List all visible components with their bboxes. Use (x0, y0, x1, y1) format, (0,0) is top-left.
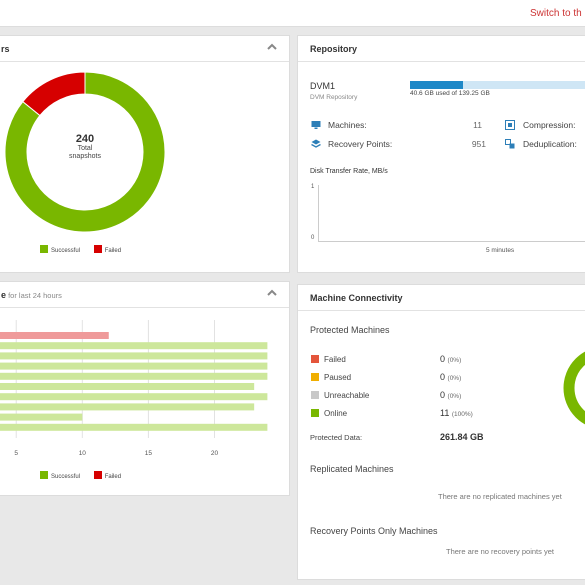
stack-icon (311, 139, 321, 148)
jobs-panel-header: e for last 24 hours (0, 282, 289, 308)
donut-center-label: 240 Total snapshots (55, 133, 115, 161)
legend-label-failed: Failed (104, 474, 122, 480)
deduplication-label: Deduplication: (523, 139, 577, 149)
snapshots-panel: rs 240 Total snapshots Successful Failed (0, 35, 290, 273)
jobs-panel-title: e for last 24 hours (1, 290, 62, 300)
repository-usage-text: 40.6 GB used of 139.25 GB (410, 90, 490, 97)
status-label-online: Online (324, 409, 348, 418)
chevron-up-icon[interactable] (266, 42, 278, 52)
recovery-points-value: 951 (471, 139, 486, 149)
protected-data-label: Protected Data: (310, 433, 363, 442)
repository-usage-fill (410, 81, 464, 89)
monitor-icon (311, 121, 321, 129)
snapshots-panel-title: rs (1, 44, 10, 54)
recovery-only-heading: Recovery Points Only Machines (310, 526, 438, 536)
legend-label-successful: Successful (51, 248, 81, 254)
chevron-up-icon[interactable] (266, 288, 278, 298)
jobs-legend: Successful Failed (40, 471, 121, 480)
jobs-title-rest: for last 24 hours (6, 291, 62, 300)
legend-swatch-successful (40, 245, 48, 253)
protected-data-value: 261.84 GB (440, 432, 484, 442)
x-tick-label: 15 (145, 450, 153, 457)
bar-successful (0, 383, 255, 390)
protected-machines-heading: Protected Machines (310, 325, 390, 335)
transfer-y-axis (318, 185, 319, 242)
bar-successful (0, 342, 268, 350)
x-tick-label: 10 (79, 450, 87, 457)
snapshots-donut-chart (4, 72, 166, 233)
transfer-x-label: 5 minutes (486, 247, 515, 254)
top-bar: Switch to th (0, 0, 585, 27)
connectivity-donut-chart (563, 351, 585, 425)
snapshots-panel-header: rs (0, 36, 289, 62)
replicated-machines-heading: Replicated Machines (310, 464, 394, 474)
machines-value: 11 (473, 120, 482, 130)
snapshots-legend: Successful Failed (40, 245, 121, 254)
repository-panel-header: Repository (298, 36, 585, 62)
bar-successful (0, 352, 268, 360)
total-label: Total (77, 145, 93, 152)
compression-label: Compression: (523, 120, 576, 130)
deduplication-icon (505, 139, 515, 149)
bar-successful (0, 403, 255, 411)
repository-name[interactable]: DVM1 (310, 81, 336, 91)
status-label-unreachable: Unreachable (324, 391, 370, 400)
repository-panel: Repository DVM1 DVM Repository 40.6 GB u… (297, 35, 585, 273)
status-count-online: 11 (100%) (440, 408, 473, 418)
total-snapshots-count: 240 (75, 133, 95, 145)
bar-successful (0, 393, 268, 401)
legend-label-failed: Failed (104, 248, 122, 254)
legend-swatch-successful (40, 471, 48, 479)
transfer-y-max: 1 (311, 184, 315, 190)
jobs-bar-chart: 5 10 15 20 (0, 320, 268, 457)
switch-link[interactable]: Switch to th (530, 8, 582, 19)
donut-ring-online (563, 351, 585, 425)
status-swatch-paused (311, 373, 319, 381)
machines-label: Machines: (328, 120, 367, 130)
connectivity-panel-title: Machine Connectivity (310, 293, 403, 303)
bar-successful (0, 423, 268, 431)
legend-swatch-failed (93, 245, 102, 253)
bar-successful (0, 413, 83, 421)
jobs-title-bold: e (1, 290, 7, 300)
connectivity-panel-header: Machine Connectivity (298, 285, 585, 311)
bar-failed (0, 332, 109, 339)
status-count-paused: 0 (0%) (440, 372, 462, 382)
legend-label-successful: Successful (51, 474, 81, 480)
transfer-rate-title: Disk Transfer Rate, MB/s (310, 168, 388, 175)
recovery-only-empty-text: There are no recovery points yet (446, 547, 554, 556)
recovery-points-label: Recovery Points: (328, 139, 393, 149)
legend-swatch-failed (93, 471, 102, 479)
status-swatch-unreachable (311, 391, 319, 399)
bar-successful (0, 372, 268, 380)
x-tick-label: 20 (211, 450, 219, 457)
status-count-unreachable: 0 (0%) (440, 390, 462, 400)
donut-slice-failed (22, 72, 86, 117)
status-label-paused: Paused (324, 373, 352, 382)
status-swatch-failed (311, 355, 319, 363)
repository-panel-title: Repository (310, 44, 358, 54)
machine-connectivity-panel: Machine Connectivity Protected Machines … (297, 284, 585, 580)
status-label-failed: Failed (324, 355, 346, 364)
x-tick-label: 5 (14, 450, 18, 457)
replicated-empty-text: There are no replicated machines yet (438, 492, 562, 501)
repository-usage-bar (410, 81, 585, 89)
bar-successful (0, 362, 268, 370)
jobs-panel: e for last 24 hours 5 10 15 20 Successful F… (0, 281, 290, 496)
compression-icon (505, 120, 515, 130)
transfer-x-axis (318, 241, 585, 242)
transfer-y-min: 0 (311, 235, 315, 241)
status-count-failed: 0 (0%) (440, 354, 462, 364)
snapshots-label: snapshots (69, 153, 101, 160)
repository-type: DVM Repository (310, 94, 358, 101)
status-swatch-online (311, 409, 319, 417)
donut-slice-successful (4, 72, 166, 233)
